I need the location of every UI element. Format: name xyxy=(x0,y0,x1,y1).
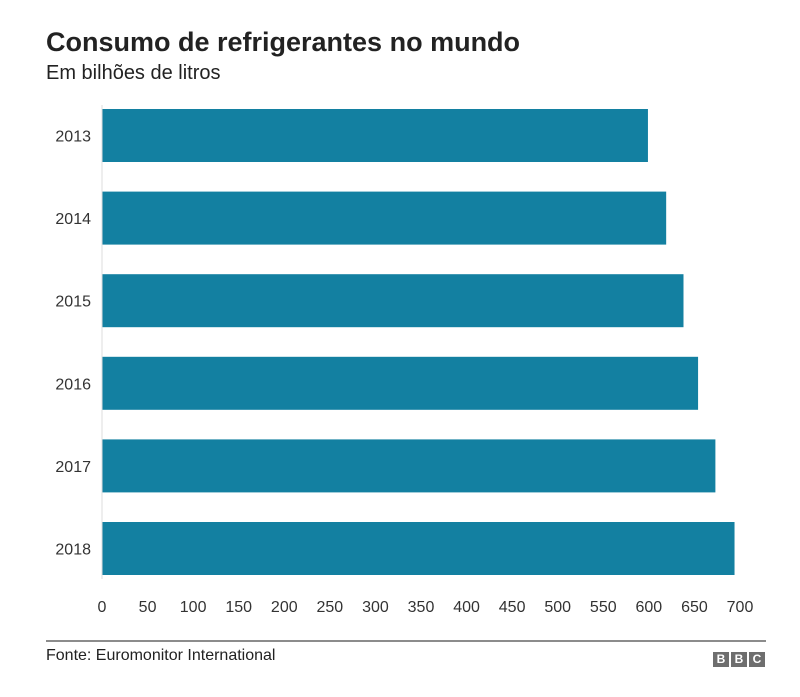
x-tick-label: 250 xyxy=(317,599,344,616)
x-tick-label: 650 xyxy=(681,599,708,616)
category-labels: 2013 2014 2015 2016 2017 2018 xyxy=(55,129,91,559)
bar-2016 xyxy=(102,356,699,410)
category-label-2017: 2017 xyxy=(55,459,91,476)
category-label-2016: 2016 xyxy=(55,376,91,393)
x-tick-label: 500 xyxy=(544,599,571,616)
x-tick-label: 150 xyxy=(225,599,252,616)
bar-2014 xyxy=(102,191,667,245)
x-tick-label: 200 xyxy=(271,599,298,616)
x-axis-tick-labels: 0 50 100 150 200 250 300 350 400 450 500 550 600 650 7… xyxy=(98,599,754,616)
bar-2018 xyxy=(102,522,735,575)
category-label-2013: 2013 xyxy=(55,129,91,146)
x-tick-label: 550 xyxy=(590,599,617,616)
bbc-logo-letter: B xyxy=(731,652,747,667)
chart-subtitle: Em bilhões de litros xyxy=(46,62,221,84)
x-tick-label: 100 xyxy=(180,599,207,616)
category-label-2014: 2014 xyxy=(55,211,91,228)
bars-group xyxy=(102,109,735,575)
category-label-2015: 2015 xyxy=(55,294,91,311)
category-label-2018: 2018 xyxy=(55,542,91,559)
footer-divider xyxy=(46,640,766,642)
x-tick-label: 50 xyxy=(139,599,157,616)
x-tick-label: 400 xyxy=(453,599,480,616)
chart-title: Consumo de refrigerantes no mundo xyxy=(46,27,521,57)
bar-2017 xyxy=(102,439,716,493)
bbc-logo-letter: B xyxy=(713,652,729,667)
x-tick-label: 600 xyxy=(636,599,663,616)
x-tick-label: 700 xyxy=(727,599,754,616)
bar-2015 xyxy=(102,274,684,328)
x-tick-label: 0 xyxy=(98,599,107,616)
bar-2013 xyxy=(102,109,648,162)
x-tick-label: 350 xyxy=(408,599,435,616)
source-note: Fonte: Euromonitor International xyxy=(46,647,276,664)
x-tick-label: 300 xyxy=(362,599,389,616)
bbc-logo: B B C xyxy=(713,652,765,667)
x-tick-label: 450 xyxy=(499,599,526,616)
bbc-logo-letter: C xyxy=(749,652,765,667)
